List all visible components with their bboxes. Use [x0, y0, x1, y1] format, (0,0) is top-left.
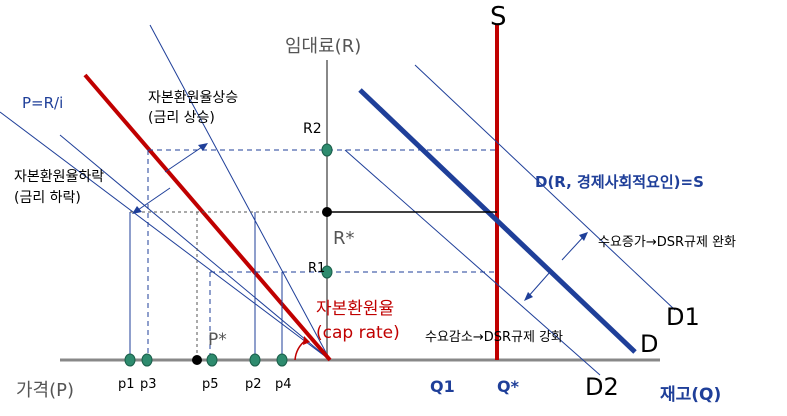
demand-up-arrow	[561, 234, 586, 261]
d1-label: D1	[666, 303, 700, 331]
point-p3	[141, 353, 153, 367]
cap-down-arrow	[134, 187, 171, 213]
point-r2	[321, 143, 333, 157]
demand-up-label: 수요증가→DSR규제 완화	[598, 235, 736, 250]
point-pstar	[192, 355, 202, 365]
p2-label: p2	[245, 377, 262, 392]
d2-label: D2	[585, 373, 619, 401]
cap-rate-line	[83, 73, 332, 362]
demand-down-arrow	[526, 271, 551, 299]
stock-axis-label: 재고(Q)	[660, 385, 721, 405]
r1-label: R1	[308, 261, 325, 276]
demand-eq-label: D(R, 경제사회적요인)=S	[535, 173, 704, 191]
demand-line-D2	[344, 149, 601, 376]
cap-up-arrowhead	[198, 143, 208, 151]
point-p5	[206, 353, 218, 367]
price-axis-label: 가격(P)	[16, 380, 74, 401]
r2-label: R2	[303, 121, 322, 137]
pstar-label: P*	[208, 330, 227, 350]
p5-label: p5	[202, 377, 219, 392]
p1-label: p1	[118, 377, 135, 392]
cap-rate-label-2: (cap rate)	[316, 323, 400, 343]
rstar-label: R*	[333, 228, 355, 249]
qstar-label: Q*	[497, 377, 520, 396]
q1-label: Q1	[430, 377, 455, 396]
cap-rate-label-1: 자본환원율	[316, 299, 394, 319]
point-p4	[276, 353, 288, 367]
cap-down-label-1: 자본환원율하락	[14, 169, 104, 185]
rent-axis-label: 임대료(R)	[285, 36, 361, 57]
demand-down-arrowhead	[524, 292, 533, 301]
demand-down-label: 수요감소→DSR규제 강화	[425, 330, 563, 345]
supply-label: S	[490, 2, 507, 32]
demand-line-D1	[414, 64, 676, 311]
point-p2	[249, 353, 261, 367]
demand-line-D	[358, 88, 637, 354]
point-rstar	[322, 207, 332, 217]
d-label: D	[640, 330, 658, 358]
cap-down-arrowhead	[132, 206, 142, 214]
cap-down-label-2: (금리 하락)	[14, 190, 81, 206]
cap-up-arrow	[164, 144, 206, 173]
p4-label: p4	[275, 377, 292, 392]
cap-up-label-2: (금리 상승)	[148, 110, 215, 126]
ray-line-2	[0, 111, 331, 361]
ray-line-3	[59, 134, 331, 361]
demand-up-arrowhead	[579, 232, 588, 241]
cap-up-label-1: 자본환원율상승	[148, 90, 238, 106]
p3-label: p3	[140, 377, 157, 392]
cap-rate-arc-head	[303, 336, 310, 345]
ray-line-1	[149, 24, 331, 361]
point-p1	[124, 353, 136, 367]
pri-label: P=R/i	[22, 94, 63, 112]
point-r1	[321, 265, 333, 279]
